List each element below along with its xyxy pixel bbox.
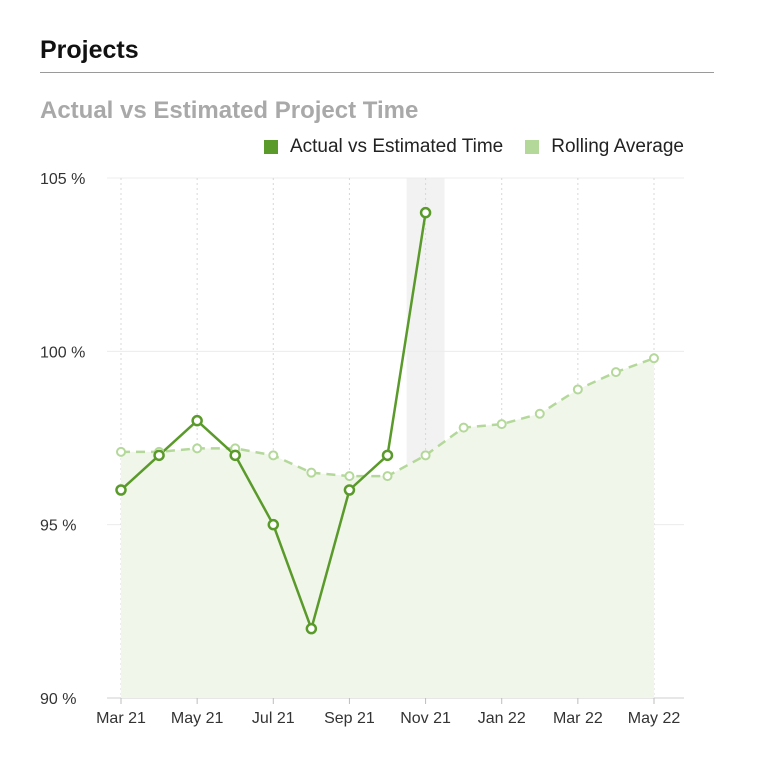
rolling-average-point: [572, 384, 583, 395]
x-tick-label: Jan 22: [478, 710, 526, 727]
y-tick-label: 100 %: [40, 344, 85, 361]
legend-swatch-rolling-average: [525, 140, 540, 154]
x-tick-label: Nov 21: [400, 710, 451, 727]
chart-title: Actual vs Estimated Project Time: [40, 97, 419, 124]
rolling-average-point: [496, 419, 507, 430]
actual-point: [191, 414, 203, 427]
rolling-average-point: [268, 450, 279, 461]
rolling-average-point: [610, 367, 621, 378]
y-tick-label: 95 %: [40, 518, 76, 535]
rolling-average-point: [306, 467, 317, 478]
legend-item-rolling-average[interactable]: Rolling Average: [525, 136, 684, 158]
title-divider: [40, 72, 714, 73]
legend-label-actual: Actual vs Estimated Time: [289, 136, 504, 157]
legend-swatch-actual: [263, 140, 278, 154]
page-title: Projects: [40, 36, 139, 64]
x-tick-label: Mar 21: [96, 710, 146, 727]
actual-point: [267, 518, 280, 531]
legend-item-actual[interactable]: Actual vs Estimated Time: [263, 136, 504, 158]
y-tick-label: 105 %: [40, 171, 85, 188]
y-tick-label: 90 %: [40, 691, 76, 708]
rolling-average-point: [649, 353, 659, 364]
chart-legend: Actual vs Estimated Time Rolling Average: [263, 136, 684, 158]
actual-point: [153, 449, 165, 462]
rolling-average-point: [420, 450, 431, 461]
actual-point: [305, 622, 318, 635]
rolling-average-area: [121, 358, 654, 698]
x-tick-label: May 22: [628, 710, 681, 727]
rolling-average-point: [116, 446, 126, 457]
legend-label-rolling-average: Rolling Average: [551, 136, 684, 157]
x-tick-label: Sep 21: [324, 710, 375, 727]
actual-point: [343, 484, 356, 496]
actual-point: [229, 449, 241, 462]
rolling-average-point: [458, 422, 469, 433]
actual-point: [115, 484, 127, 496]
rolling-average-point: [344, 471, 355, 482]
rolling-average-point: [382, 471, 393, 482]
actual-point: [381, 449, 394, 462]
x-tick-label: May 21: [171, 710, 224, 727]
actual-point: [419, 206, 432, 219]
x-tick-label: Jul 21: [252, 710, 295, 727]
x-tick-label: Mar 22: [553, 710, 603, 727]
rolling-average-point: [534, 408, 545, 419]
rolling-average-point: [192, 443, 203, 454]
